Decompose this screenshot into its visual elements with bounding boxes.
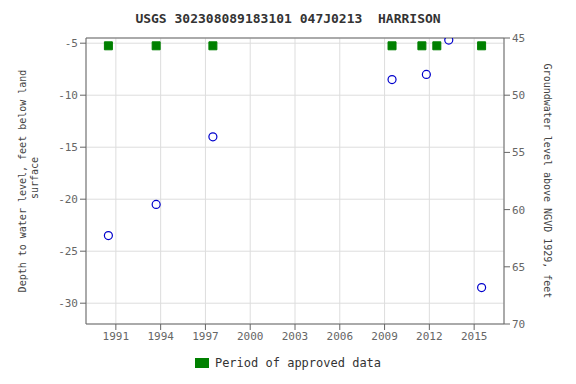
svg-text:1997: 1997: [192, 330, 219, 343]
svg-text:-25: -25: [58, 245, 78, 258]
svg-text:2000: 2000: [237, 330, 264, 343]
svg-text:-5: -5: [65, 37, 78, 50]
svg-text:2015: 2015: [461, 330, 488, 343]
svg-text:60: 60: [512, 204, 525, 217]
svg-text:-15: -15: [58, 141, 78, 154]
svg-text:50: 50: [512, 89, 525, 102]
html-text:Period of approved data: Period of approved data: [214, 356, 382, 370]
svg-text:1991: 1991: [103, 330, 130, 343]
svg-text:2012: 2012: [416, 330, 443, 343]
svg-text:65: 65: [512, 261, 525, 274]
svg-text:Depth to water level, feet bel: Depth to water level, feet below land su…: [17, 70, 40, 293]
svg-text:2006: 2006: [327, 330, 354, 343]
svg-text:-20: -20: [58, 193, 78, 206]
svg-text:Groundwater level above NGVD 1: Groundwater level above NGVD 1929, feet: [543, 64, 554, 299]
html-text:USGS 302308089183101 047J0213: USGS 302308089183101 047J0213 HARRISON: [135, 11, 441, 26]
svg-text:1994: 1994: [147, 330, 174, 343]
svg-text:45: 45: [512, 32, 525, 45]
svg-text:2009: 2009: [371, 330, 398, 343]
svg-text:-10: -10: [58, 89, 78, 102]
svg-text:70: 70: [512, 318, 525, 331]
svg-text:-30: -30: [58, 297, 78, 310]
svg-text:55: 55: [512, 146, 525, 159]
svg-text:2003: 2003: [282, 330, 309, 343]
